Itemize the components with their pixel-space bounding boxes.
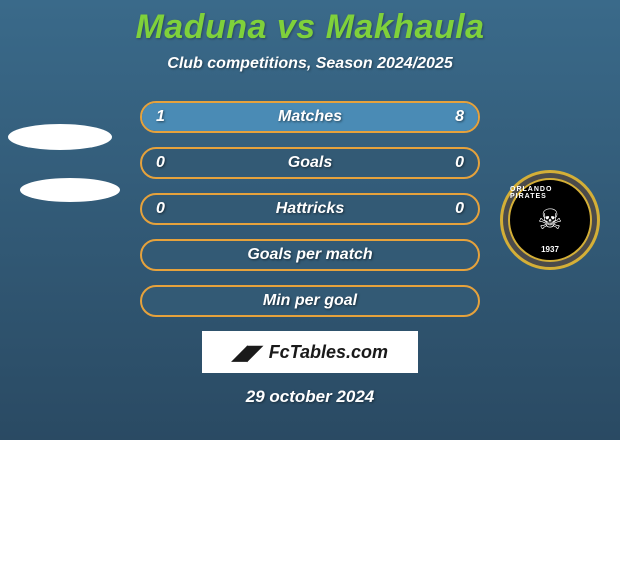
stat-left-value: 1 <box>156 108 165 126</box>
player-left-placeholder <box>8 124 112 150</box>
skull-icon: ☠ <box>537 206 562 234</box>
club-left-placeholder <box>20 178 120 202</box>
club-right-badge: ORLANDO PIRATES ☠ 1937 <box>500 170 600 270</box>
stat-left-value: 0 <box>156 154 165 172</box>
stat-label: Min per goal <box>263 292 357 310</box>
fctables-logo: ◢◤ FcTables.com <box>202 331 418 373</box>
stat-left-value: 0 <box>156 200 165 218</box>
stat-right-value: 0 <box>455 200 464 218</box>
subtitle: Club competitions, Season 2024/2025 <box>0 55 620 73</box>
stat-label: Matches <box>278 108 342 126</box>
logo-text: FcTables.com <box>269 342 388 363</box>
stat-label: Goals <box>288 154 332 172</box>
stat-row: 1 8 Matches <box>140 101 480 133</box>
stat-right-value: 0 <box>455 154 464 172</box>
stat-label: Goals per match <box>247 246 372 264</box>
page-title: Maduna vs Makhaula <box>0 8 620 47</box>
stat-row: 0 0 Hattricks <box>140 193 480 225</box>
stat-row: Goals per match <box>140 239 480 271</box>
date-label: 29 october 2024 <box>0 387 620 407</box>
comparison-card: Maduna vs Makhaula Club competitions, Se… <box>0 0 620 440</box>
stat-label: Hattricks <box>276 200 344 218</box>
badge-top-text: ORLANDO PIRATES <box>510 186 590 200</box>
stat-row: Min per goal <box>140 285 480 317</box>
badge-year: 1937 <box>541 245 559 254</box>
stat-right-value: 8 <box>455 108 464 126</box>
logo-icon: ◢◤ <box>232 340 263 365</box>
stat-row: 0 0 Goals <box>140 147 480 179</box>
